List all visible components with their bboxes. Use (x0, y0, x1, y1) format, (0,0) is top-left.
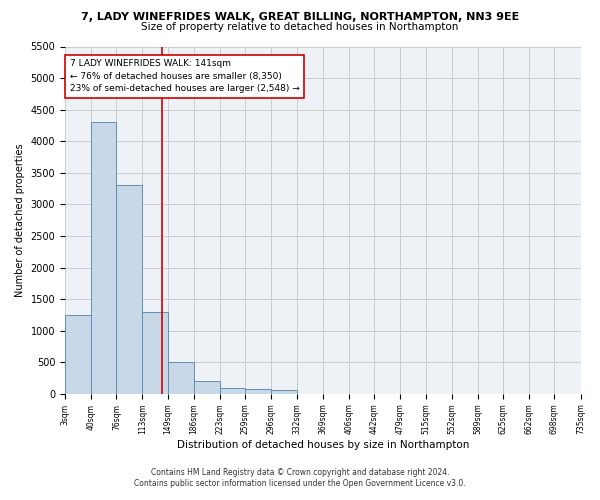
Bar (271, 390, 297, 394)
Bar (91, 122, 116, 394)
X-axis label: Distribution of detached houses by size in Northampton: Distribution of detached houses by size … (176, 440, 469, 450)
Text: Size of property relative to detached houses in Northampton: Size of property relative to detached ho… (142, 22, 458, 32)
Bar (116, 186, 142, 394)
Bar (194, 381, 220, 394)
Bar (142, 312, 168, 394)
Text: 7 LADY WINEFRIDES WALK: 141sqm
← 76% of detached houses are smaller (8,350)
23% : 7 LADY WINEFRIDES WALK: 141sqm ← 76% of … (70, 59, 300, 93)
Bar (65, 315, 91, 394)
Text: 7, LADY WINEFRIDES WALK, GREAT BILLING, NORTHAMPTON, NN3 9EE: 7, LADY WINEFRIDES WALK, GREAT BILLING, … (81, 12, 519, 22)
Bar (245, 389, 271, 394)
Bar (220, 388, 245, 394)
Y-axis label: Number of detached properties: Number of detached properties (15, 144, 25, 297)
Bar (168, 362, 194, 394)
Text: Contains HM Land Registry data © Crown copyright and database right 2024.
Contai: Contains HM Land Registry data © Crown c… (134, 468, 466, 487)
